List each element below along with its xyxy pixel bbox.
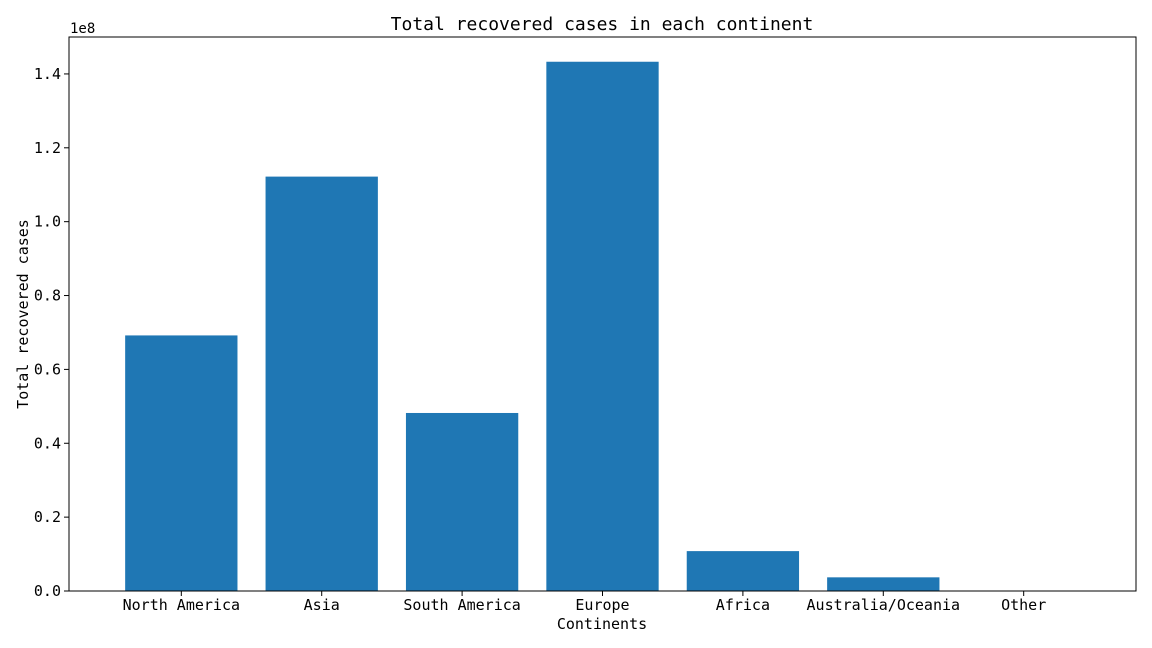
x-tick-label: Asia <box>304 596 340 614</box>
y-axis-offset-label: 1e8 <box>70 21 95 37</box>
chart-title: Total recovered cases in each continent <box>391 14 814 35</box>
y-axis-ticks: 0.0 0.2 0.4 0.6 0.8 1.0 1.2 1.4 <box>34 65 69 600</box>
bar-south-america <box>405 412 519 591</box>
bar-asia <box>265 176 378 591</box>
bar-europe <box>546 61 659 591</box>
x-axis-label: Continents <box>557 615 647 633</box>
y-tick-label: 1.4 <box>34 65 61 83</box>
y-tick-label: 1.0 <box>34 213 61 231</box>
y-tick-label: 0.0 <box>34 582 61 600</box>
bar-africa <box>686 551 800 591</box>
bars-group <box>125 61 940 591</box>
x-tick-label: Europe <box>575 596 629 614</box>
y-axis-label: Total recovered cases <box>14 219 32 409</box>
bar-north-america <box>125 335 238 591</box>
y-tick-label: 0.4 <box>34 434 61 452</box>
y-tick-label: 0.6 <box>34 360 61 378</box>
x-tick-label: South America <box>403 596 520 614</box>
x-axis-ticks: North America Asia South America Europe Afri… <box>123 591 1046 614</box>
y-tick-label: 1.2 <box>34 139 61 157</box>
y-tick-label: 0.8 <box>34 287 61 305</box>
bar-australia-oceania <box>827 577 940 591</box>
x-tick-label: Africa <box>716 596 770 614</box>
x-tick-label: Australia/Oceania <box>807 596 961 614</box>
y-tick-label: 0.2 <box>34 508 61 526</box>
x-tick-label: North America <box>123 596 240 614</box>
x-tick-label: Other <box>1001 596 1046 614</box>
